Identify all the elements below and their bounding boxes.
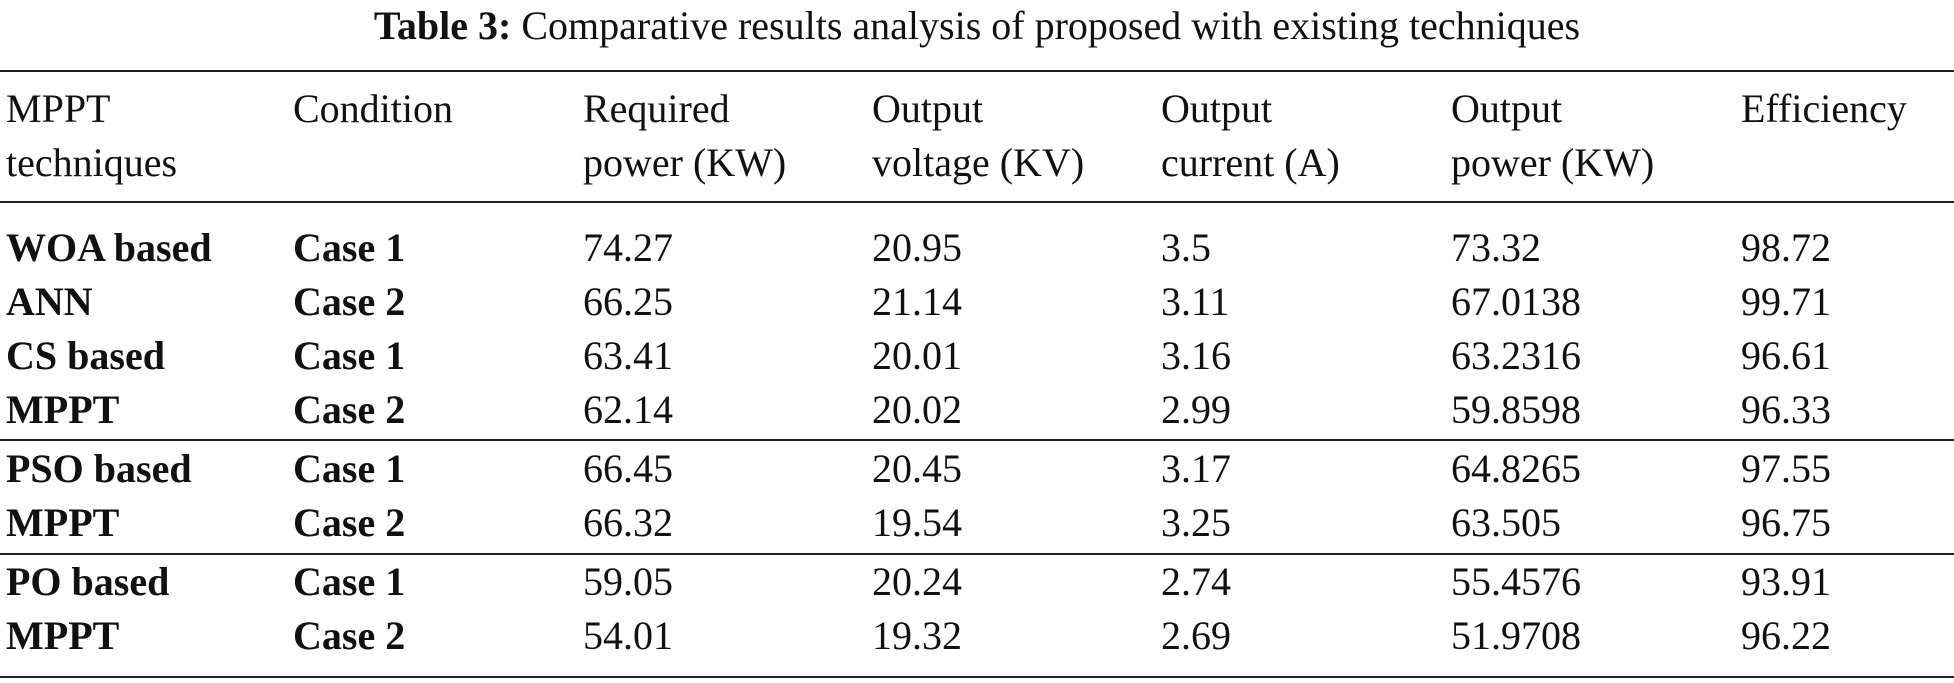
cell-output-voltage: 20.24 <box>872 559 962 604</box>
cell-output-voltage: 20.45 <box>872 446 962 491</box>
table-row: PSO based Case 1 66.45 20.45 3.17 64.826… <box>0 442 1954 496</box>
cell-output-power: 55.4576 <box>1451 559 1581 604</box>
cell-output-voltage: 19.32 <box>872 613 962 658</box>
cell-required-power: 62.14 <box>583 387 673 432</box>
header-output-current: Output current (A) <box>1161 86 1340 185</box>
cell-required-power: 54.01 <box>583 613 673 658</box>
cell-output-voltage: 19.54 <box>872 500 962 545</box>
cell-technique: WOA based <box>6 225 212 270</box>
cell-output-power: 51.9708 <box>1451 613 1581 658</box>
cell-technique: PO based <box>6 559 170 604</box>
cell-technique: MPPT <box>6 387 120 432</box>
bottom-rule <box>0 676 1954 678</box>
group-rule <box>0 553 1954 555</box>
cell-condition: Case 1 <box>293 559 406 604</box>
cell-output-voltage: 20.01 <box>872 333 962 378</box>
cell-required-power: 66.32 <box>583 500 673 545</box>
header-mppt-techniques: MPPT techniques <box>6 86 178 185</box>
cell-output-current: 2.69 <box>1161 613 1231 658</box>
cell-condition: Case 1 <box>293 446 406 491</box>
cell-output-power: 63.2316 <box>1451 333 1581 378</box>
cell-output-current: 3.25 <box>1161 500 1231 545</box>
cell-efficiency: 93.91 <box>1741 559 1831 604</box>
cell-efficiency: 96.33 <box>1741 387 1831 432</box>
table-row: WOA based Case 1 74.27 20.95 3.5 73.32 9… <box>0 221 1954 275</box>
cell-efficiency: 98.72 <box>1741 225 1831 270</box>
cell-output-power: 67.0138 <box>1451 279 1581 324</box>
cell-output-power: 64.8265 <box>1451 446 1581 491</box>
cell-technique: MPPT <box>6 613 120 658</box>
cell-required-power: 66.25 <box>583 279 673 324</box>
cell-required-power: 63.41 <box>583 333 673 378</box>
top-rule <box>0 70 1954 72</box>
cell-output-current: 3.17 <box>1161 446 1231 491</box>
cell-output-voltage: 20.02 <box>872 387 962 432</box>
cell-output-current: 2.99 <box>1161 387 1231 432</box>
table-header-row: MPPT techniques Condition Required power… <box>0 82 1954 192</box>
cell-condition: Case 2 <box>293 500 406 545</box>
cell-condition: Case 2 <box>293 279 406 324</box>
cell-condition: Case 1 <box>293 333 406 378</box>
table-caption: Table 3: Comparative results analysis of… <box>0 0 1954 52</box>
table-row: PO based Case 1 59.05 20.24 2.74 55.4576… <box>0 555 1954 609</box>
table-row: CS based Case 1 63.41 20.01 3.16 63.2316… <box>0 329 1954 383</box>
cell-output-power: 73.32 <box>1451 225 1541 270</box>
cell-efficiency: 97.55 <box>1741 446 1831 491</box>
header-efficiency: Efficiency <box>1741 86 1907 131</box>
table-row: MPPT Case 2 54.01 19.32 2.69 51.9708 96.… <box>0 609 1954 663</box>
table-caption-text: Comparative results analysis of proposed… <box>521 3 1581 48</box>
cell-output-voltage: 20.95 <box>872 225 962 270</box>
cell-output-current: 3.5 <box>1161 225 1211 270</box>
cell-condition: Case 2 <box>293 387 406 432</box>
cell-condition: Case 2 <box>293 613 406 658</box>
cell-output-power: 59.8598 <box>1451 387 1581 432</box>
cell-required-power: 74.27 <box>583 225 673 270</box>
header-condition: Condition <box>293 86 454 131</box>
cell-output-current: 2.74 <box>1161 559 1231 604</box>
cell-output-current: 3.16 <box>1161 333 1231 378</box>
table-row: MPPT Case 2 62.14 20.02 2.99 59.8598 96.… <box>0 383 1954 437</box>
table-row: ANN Case 2 66.25 21.14 3.11 67.0138 99.7… <box>0 275 1954 329</box>
table-caption-label: Table 3: <box>373 3 512 48</box>
header-output-power: Output power (KW) <box>1451 86 1655 185</box>
cell-technique: PSO based <box>6 446 192 491</box>
cell-technique: ANN <box>6 279 93 324</box>
cell-required-power: 66.45 <box>583 446 673 491</box>
cell-output-power: 63.505 <box>1451 500 1561 545</box>
cell-output-current: 3.11 <box>1161 279 1230 324</box>
cell-efficiency: 96.61 <box>1741 333 1831 378</box>
cell-efficiency: 96.75 <box>1741 500 1831 545</box>
cell-required-power: 59.05 <box>583 559 673 604</box>
table-row: MPPT Case 2 66.32 19.54 3.25 63.505 96.7… <box>0 496 1954 550</box>
cell-efficiency: 99.71 <box>1741 279 1831 324</box>
cell-technique: CS based <box>6 333 165 378</box>
cell-output-voltage: 21.14 <box>872 279 962 324</box>
header-required-power: Required power (KW) <box>583 86 787 185</box>
cell-efficiency: 96.22 <box>1741 613 1831 658</box>
header-output-voltage: Output voltage (KV) <box>872 86 1085 185</box>
cell-condition: Case 1 <box>293 225 406 270</box>
group-rule <box>0 439 1954 441</box>
header-rule <box>0 201 1954 203</box>
cell-technique: MPPT <box>6 500 120 545</box>
